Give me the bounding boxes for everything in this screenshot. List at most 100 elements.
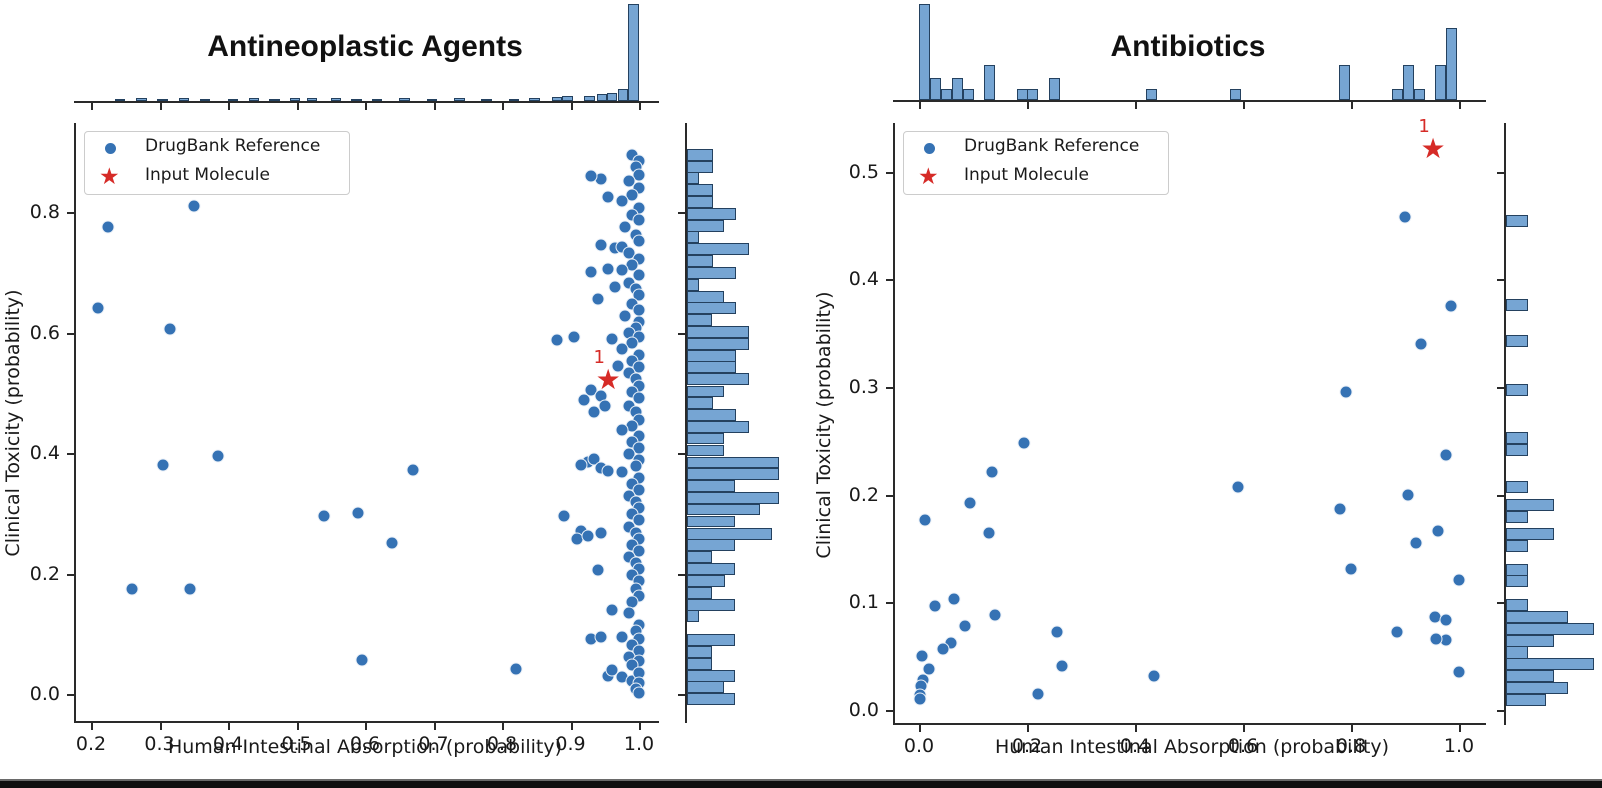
right-hist-bar xyxy=(687,255,713,268)
top-hist-tick xyxy=(570,103,573,110)
right-hist-bar xyxy=(1506,298,1528,311)
top-hist-tick xyxy=(296,103,299,110)
top-hist-bar xyxy=(399,98,410,101)
top-hist-tick xyxy=(433,103,436,110)
right-hist-axis xyxy=(685,123,687,723)
right-hist-tick xyxy=(1497,386,1504,389)
legend-item-drugbank-reference: DrugBank Reference xyxy=(85,133,349,163)
y-tick-label: 0.6 xyxy=(29,321,60,344)
data-point xyxy=(632,168,646,182)
right-hist-bar xyxy=(1506,383,1528,396)
y-axis-tick xyxy=(886,386,893,389)
top-hist-bar xyxy=(306,98,318,101)
panel-title: Antineoplastic Agents xyxy=(207,30,523,63)
right-hist-bar xyxy=(687,586,712,599)
legend-item-drugbank-reference: DrugBank Reference xyxy=(904,133,1168,163)
y-axis-tick xyxy=(67,573,74,576)
top-hist-tick xyxy=(228,103,230,110)
data-point xyxy=(605,332,619,346)
legend-dot-marker-icon xyxy=(924,143,935,154)
top-hist-bar xyxy=(1402,65,1414,100)
data-point xyxy=(618,220,632,234)
top-hist-bar xyxy=(371,99,383,101)
input-molecule-star: ★ xyxy=(595,363,621,397)
top-hist-axis xyxy=(893,100,1486,102)
data-point xyxy=(1055,659,1069,673)
panel-title: Antibiotics xyxy=(1110,30,1266,63)
data-point xyxy=(584,265,598,279)
data-point xyxy=(355,653,369,667)
top-hist-tick xyxy=(1459,102,1461,109)
data-point xyxy=(1339,385,1353,399)
top-hist-tick xyxy=(91,103,93,110)
data-point xyxy=(947,592,961,606)
y-axis-tick xyxy=(67,694,74,696)
top-hist-bar xyxy=(269,99,280,101)
data-point xyxy=(1439,448,1452,462)
data-point xyxy=(156,458,170,472)
legend-item-input-molecule: ★ Input Molecule xyxy=(904,162,1168,192)
data-point xyxy=(509,662,523,676)
right-hist-bar xyxy=(687,409,736,421)
data-point xyxy=(632,686,646,700)
y-axis-spine xyxy=(893,123,895,723)
x-axis-tick xyxy=(1243,725,1245,732)
right-hist-tick xyxy=(1497,710,1504,712)
right-hist-bar xyxy=(687,432,724,445)
top-hist-bar xyxy=(929,78,941,100)
data-point xyxy=(615,342,629,356)
right-hist-tick xyxy=(1497,494,1504,497)
legend-label: DrugBank Reference xyxy=(145,136,321,156)
legend-label: DrugBank Reference xyxy=(964,136,1140,156)
y-tick-label: 0.4 xyxy=(848,268,879,291)
right-hist-tick xyxy=(678,332,685,335)
data-point xyxy=(587,405,601,419)
data-point xyxy=(982,526,996,540)
right-hist-bar xyxy=(1506,646,1528,659)
data-point xyxy=(608,280,622,294)
legend-box: DrugBank Reference ★ Input Molecule xyxy=(903,131,1169,195)
right-hist-bar xyxy=(1506,575,1528,588)
top-hist-bar xyxy=(1435,65,1447,100)
right-hist-bar xyxy=(687,349,736,362)
right-hist-bar xyxy=(687,515,735,528)
x-axis-tick xyxy=(1459,725,1461,732)
top-hist-bar xyxy=(1339,65,1351,100)
legend-star-marker-icon: ★ xyxy=(918,164,939,190)
y-axis-tick xyxy=(886,171,893,174)
data-point xyxy=(1452,665,1466,679)
top-hist-bar xyxy=(1230,89,1242,100)
right-hist-bar xyxy=(1506,498,1554,511)
right-hist-bar xyxy=(687,337,749,350)
data-point xyxy=(91,301,105,315)
data-point xyxy=(625,336,639,350)
x-axis-spine xyxy=(74,721,659,723)
data-point xyxy=(601,262,615,276)
x-axis-tick xyxy=(1135,725,1137,732)
right-hist-bar xyxy=(687,373,749,386)
data-point xyxy=(1231,480,1245,494)
data-point xyxy=(985,465,999,479)
top-hist-bar xyxy=(529,98,540,101)
top-hist-tick xyxy=(919,102,921,109)
legend-dot-marker-icon xyxy=(105,143,116,154)
right-hist-bar xyxy=(687,456,779,469)
y-tick-label: 0.5 xyxy=(848,160,879,183)
data-point xyxy=(963,496,977,510)
data-point xyxy=(1017,436,1031,450)
data-point xyxy=(632,213,646,227)
data-point xyxy=(928,599,942,613)
data-point xyxy=(632,268,646,282)
x-axis-tick xyxy=(91,723,93,730)
right-hist-bar xyxy=(687,598,735,611)
top-hist-bar xyxy=(199,99,211,101)
x-tick-label: 0.8 xyxy=(486,733,518,755)
input-molecule-star: ★ xyxy=(1420,131,1446,165)
top-hist-bar xyxy=(963,89,975,100)
right-hist-bar xyxy=(687,551,712,563)
right-hist-bar xyxy=(687,314,712,327)
data-point xyxy=(605,603,619,617)
data-point xyxy=(1390,625,1404,639)
x-axis-spine xyxy=(893,723,1486,725)
right-hist-tick xyxy=(678,453,685,455)
